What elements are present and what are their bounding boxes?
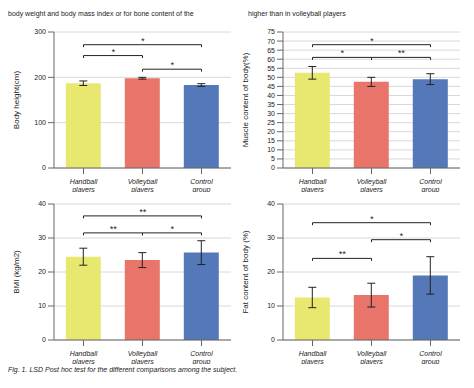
svg-text:0: 0 xyxy=(42,336,46,343)
svg-text:**: ** xyxy=(139,207,147,217)
svg-text:40: 40 xyxy=(38,200,46,207)
html-text:Fig. 1. LSD Post hoc test for: Fig. 1. LSD Post hoc test for the differ… xyxy=(8,366,238,373)
svg-text:BMI (kg/m2): BMI (kg/m2) xyxy=(12,250,21,294)
svg-text:65: 65 xyxy=(267,47,275,54)
svg-text:200: 200 xyxy=(34,74,46,81)
svg-text:20: 20 xyxy=(267,268,275,275)
svg-text:*: * xyxy=(340,48,344,58)
svg-text:35: 35 xyxy=(267,101,275,108)
svg-text:40: 40 xyxy=(267,92,275,99)
svg-text:30: 30 xyxy=(267,234,275,241)
svg-text:70: 70 xyxy=(267,38,275,45)
svg-text:Controlgroup: Controlgroup xyxy=(419,350,442,364)
svg-text:0: 0 xyxy=(42,164,46,171)
svg-text:*: * xyxy=(111,47,115,57)
svg-text:5: 5 xyxy=(271,155,275,162)
svg-text:**: ** xyxy=(109,224,117,234)
svg-text:Muscle content of body(%): Muscle content of body(%) xyxy=(241,52,250,147)
svg-text:Fat content of body (%): Fat content of body (%) xyxy=(241,230,250,313)
svg-text:40: 40 xyxy=(267,200,275,207)
svg-text:75: 75 xyxy=(267,28,275,35)
html-text:higher than in volleyball play: higher than in volleyball players xyxy=(248,10,346,17)
svg-text:15: 15 xyxy=(267,137,275,144)
svg-text:10: 10 xyxy=(267,146,275,153)
svg-text:*: * xyxy=(399,231,403,241)
svg-text:20: 20 xyxy=(267,128,275,135)
svg-text:Volleyballplayers: Volleyballplayers xyxy=(357,178,387,192)
svg-text:*: * xyxy=(370,214,374,224)
svg-text:*: * xyxy=(170,224,174,234)
svg-text:**: ** xyxy=(338,249,346,259)
svg-text:**: ** xyxy=(397,48,405,58)
svg-text:10: 10 xyxy=(267,302,275,309)
svg-text:Volleyballplayers: Volleyballplayers xyxy=(128,350,158,364)
svg-text:60: 60 xyxy=(267,56,275,63)
svg-text:0: 0 xyxy=(271,336,275,343)
svg-text:300: 300 xyxy=(34,28,46,35)
svg-text:50: 50 xyxy=(267,74,275,81)
svg-text:Volleyballplayers: Volleyballplayers xyxy=(357,350,387,364)
svg-text:Handballplayers: Handballplayers xyxy=(70,350,98,364)
svg-text:*: * xyxy=(170,60,174,70)
svg-text:Controlgroup: Controlgroup xyxy=(190,350,213,364)
svg-text:*: * xyxy=(141,36,145,46)
svg-text:Handballplayers: Handballplayers xyxy=(70,178,98,192)
html-text:body weight and body mass inde: body weight and body mass index or for b… xyxy=(8,10,194,17)
svg-text:Controlgroup: Controlgroup xyxy=(419,178,442,192)
svg-text:Body height(cm): Body height(cm) xyxy=(12,71,21,130)
svg-text:Handballplayers: Handballplayers xyxy=(299,350,327,364)
svg-text:30: 30 xyxy=(267,110,275,117)
svg-text:*: * xyxy=(370,36,374,46)
svg-text:Volleyballplayers: Volleyballplayers xyxy=(128,178,158,192)
svg-text:55: 55 xyxy=(267,65,275,72)
svg-text:20: 20 xyxy=(38,268,46,275)
svg-text:45: 45 xyxy=(267,83,275,90)
svg-text:30: 30 xyxy=(38,234,46,241)
svg-text:Controlgroup: Controlgroup xyxy=(190,178,213,192)
svg-text:100: 100 xyxy=(34,119,46,126)
svg-text:Handballplayers: Handballplayers xyxy=(299,178,327,192)
svg-text:25: 25 xyxy=(267,119,275,126)
svg-text:10: 10 xyxy=(38,302,46,309)
svg-text:0: 0 xyxy=(271,164,275,171)
